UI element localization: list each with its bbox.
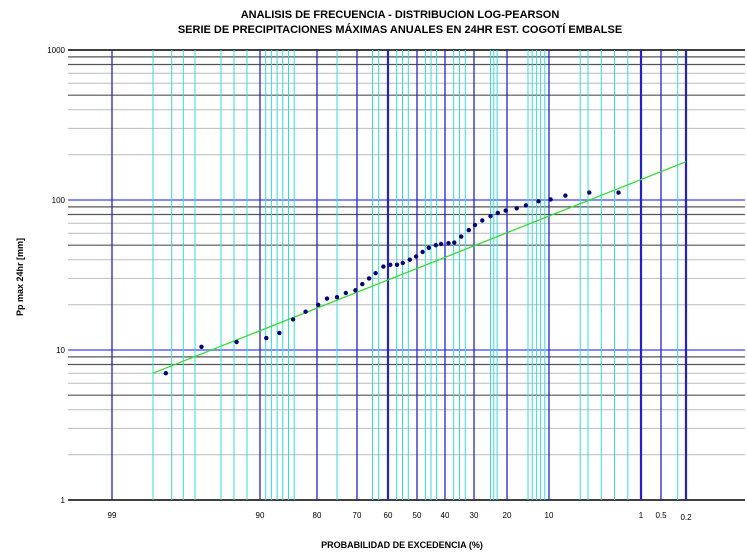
data-point [234,339,239,345]
data-point [303,309,308,314]
data-point [433,243,438,248]
y-tick-label: 100 [52,196,66,205]
data-point [438,241,444,247]
x-tick-label: 70 [353,511,362,520]
vertical-gridlines [111,50,688,500]
x-tick-label: 90 [256,511,265,520]
data-point [480,218,485,223]
chart-subtitle: SERIE DE PRECIPITACIONES MÁXIMAS ANUALES… [178,23,622,36]
observed-points-series [163,190,621,376]
data-point [199,344,204,349]
data-point [459,234,464,239]
data-point [587,190,592,195]
x-axis-label: PROBABILIDAD DE EXCEDENCIA (%) [321,540,483,550]
fit-line-series [152,161,687,374]
data-point [334,295,340,300]
data-point [388,262,393,267]
data-point [472,222,478,228]
y-tick-label: 1000 [47,46,65,55]
data-point [413,254,419,259]
horizontal-gridlines [68,49,745,501]
data-point [343,290,348,296]
data-point [503,208,508,213]
y-axis-label: Pp max 24hr [mm] [15,238,25,316]
data-point [407,257,412,262]
x-tick-label: 0.2 [680,513,692,522]
data-point [563,193,568,198]
data-point [264,335,269,341]
x-tick-label: 50 [413,511,422,520]
chart-title: ANALISIS DE FRECUENCIA - DISTRIBUCION LO… [241,9,560,21]
fit-line [152,161,687,374]
data-point [616,190,621,195]
data-point [523,203,529,208]
data-point [446,241,451,246]
x-tick-label: 99 [108,511,117,520]
x-tick-label: 0.5 [655,511,667,520]
y-tick-labels: 1 10 100 1000 [47,46,65,505]
x-tick-label: 60 [384,511,393,520]
data-point [514,206,519,211]
data-point [536,199,541,204]
x-tick-label: 80 [313,511,322,520]
data-point [466,227,471,233]
y-tick-label: 10 [56,346,65,355]
data-point [452,240,457,245]
x-tick-label: 40 [441,511,450,520]
data-point [495,210,500,216]
data-point [381,264,386,269]
x-tick-label: 20 [503,511,512,520]
data-point [488,214,493,219]
y-tick-label: 1 [61,496,66,505]
data-point [353,288,358,293]
data-point [394,262,400,267]
x-tick-label: 1 [639,511,644,520]
data-point [420,249,425,255]
data-point [290,317,296,322]
x-tick-labels: 99 90 80 70 60 50 40 30 20 10 1 0.5 0.2 [108,511,693,522]
data-point [163,371,168,376]
data-point [373,271,378,276]
data-point [277,330,282,336]
data-point [548,197,553,202]
data-point [400,260,405,266]
data-point [426,245,431,250]
data-point [360,281,365,287]
data-point [324,296,330,301]
data-point [316,302,321,307]
x-tick-label: 10 [545,511,554,520]
x-tick-label: 30 [470,511,479,520]
data-point [366,276,372,281]
